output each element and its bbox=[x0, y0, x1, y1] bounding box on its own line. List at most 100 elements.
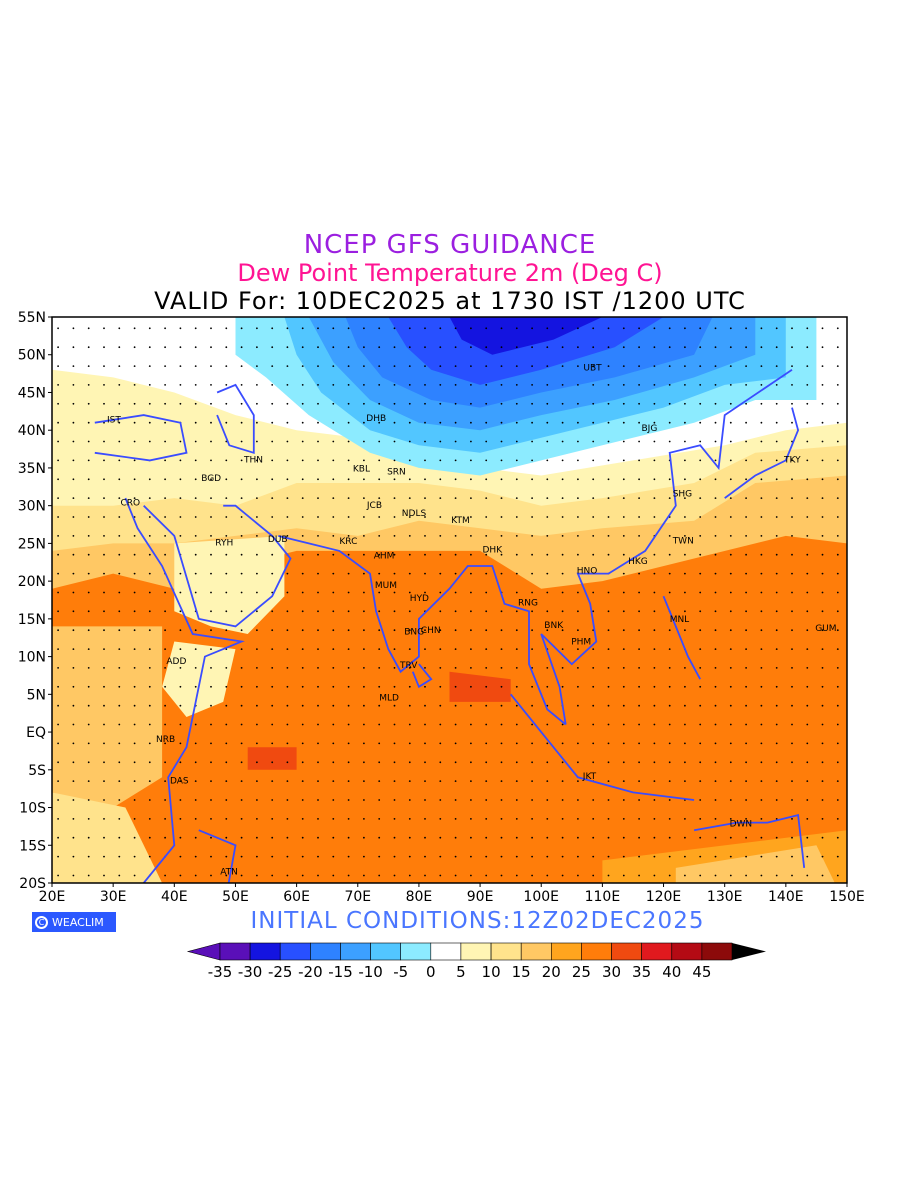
station-phm: PHM bbox=[571, 638, 591, 648]
station-ist: IST bbox=[107, 416, 121, 426]
station-hno: HNO bbox=[577, 567, 598, 577]
colorbar-swatch bbox=[550, 942, 582, 961]
station-hyd: HYD bbox=[410, 594, 429, 604]
copyright-icon: C bbox=[35, 915, 48, 929]
coast-south-asia bbox=[278, 535, 567, 726]
valid-time: VALID For: 10DEC2025 at 1730 IST /1200 U… bbox=[154, 287, 746, 315]
plot-frame bbox=[51, 316, 848, 884]
colorbar-swatch bbox=[460, 942, 492, 961]
station-krc: KRC bbox=[339, 537, 357, 547]
field-zone-m25 bbox=[388, 317, 664, 385]
station-jkt: JKT bbox=[582, 772, 597, 782]
colorbar-swatch bbox=[430, 942, 462, 961]
colorbar-swatch bbox=[581, 942, 612, 961]
colorbar-swatch bbox=[249, 942, 281, 961]
coastlines bbox=[94, 369, 806, 883]
lat-tick-label: 30N bbox=[18, 499, 46, 515]
station-bng: BNG bbox=[404, 628, 424, 638]
station-chn: CHN bbox=[421, 626, 441, 636]
lon-tick-label: 140E bbox=[768, 889, 804, 905]
lat-tick-label: 55N bbox=[18, 310, 46, 326]
colorbar-swatch bbox=[701, 942, 733, 961]
station-bgd: BGD bbox=[201, 474, 221, 484]
station-gum: GUM bbox=[815, 624, 836, 634]
colorbar-swatch bbox=[370, 942, 402, 961]
colorbar-swatch bbox=[279, 942, 311, 961]
station-nrb: NRB bbox=[156, 735, 175, 745]
colorbar-label: 45 bbox=[692, 963, 711, 981]
colorbar-label: -20 bbox=[298, 963, 323, 981]
lon-tick-label: 50E bbox=[222, 889, 249, 905]
station-dub: DUB bbox=[268, 535, 288, 545]
lat-tick-label: 10N bbox=[18, 650, 46, 666]
weaclim-logo: C WEACLIM bbox=[32, 912, 116, 932]
colorbar-label: 0 bbox=[426, 963, 436, 981]
station-dwn: DWN bbox=[730, 819, 753, 829]
lon-tick-label: 150E bbox=[829, 889, 865, 905]
lat-tick-label: 50N bbox=[18, 348, 46, 364]
station-add: ADD bbox=[166, 657, 186, 667]
lat-tick-label: 5N bbox=[27, 687, 46, 703]
colorbar-label: 20 bbox=[542, 963, 561, 981]
colorbar-max-arrow bbox=[732, 943, 766, 960]
colorbar-swatch bbox=[671, 942, 703, 961]
lon-tick-label: 100E bbox=[523, 889, 559, 905]
lon-tick-label: 120E bbox=[646, 889, 682, 905]
station-mnl: MNL bbox=[670, 615, 690, 625]
station-bnk: BNK bbox=[544, 621, 564, 631]
coast-east-africa bbox=[124, 497, 245, 883]
colorbar-swatch bbox=[490, 942, 522, 961]
lat-tick-label: 10S bbox=[19, 801, 46, 817]
colorbar-swatch bbox=[400, 942, 432, 961]
colorbar-label: 5 bbox=[456, 963, 466, 981]
lat-tick-label: 45N bbox=[18, 386, 46, 402]
colorbar-label: -30 bbox=[238, 963, 263, 981]
coast-turkey bbox=[94, 414, 188, 462]
axes: 55N 50N 45N 40N 35N 30N 25N 20N 15N 10N 5N EQ 5S 10S 1… bbox=[18, 310, 865, 905]
map-subtitle: Dew Point Temperature 2m (Deg C) bbox=[237, 259, 663, 287]
colorbar-label: 35 bbox=[632, 963, 651, 981]
station-mld: MLD bbox=[379, 693, 399, 703]
station-bjg: BJG bbox=[642, 424, 658, 434]
lon-tick-label: 60E bbox=[283, 889, 310, 905]
lat-tick-label: 35N bbox=[18, 461, 46, 477]
field-hot-2 bbox=[247, 747, 297, 770]
station-twn: TWN bbox=[672, 536, 694, 546]
station-cro: CRO bbox=[121, 499, 141, 509]
coast-australia bbox=[693, 813, 806, 869]
station-ubt: UBT bbox=[583, 364, 602, 374]
initial-conditions: INITIAL CONDITIONS:12Z02DEC2025 bbox=[250, 908, 705, 934]
station-kbl: KBL bbox=[353, 465, 370, 475]
lat-tick-label: 15S bbox=[19, 838, 46, 854]
colorbar-label: 25 bbox=[572, 963, 591, 981]
station-dhb: DHB bbox=[366, 414, 386, 424]
coast-madagascar bbox=[198, 829, 237, 883]
lon-tick-label: 80E bbox=[406, 889, 433, 905]
coast-indonesia bbox=[509, 693, 695, 801]
lon-tick-label: 70E bbox=[344, 889, 371, 905]
station-shg: SHG bbox=[673, 490, 692, 500]
station-dhk: DHK bbox=[483, 546, 504, 556]
lat-tick-label: 5S bbox=[28, 763, 46, 779]
colorbar-label: 10 bbox=[482, 963, 501, 981]
station-das: DAS bbox=[170, 776, 189, 786]
colorbar-swatch bbox=[641, 942, 672, 961]
lon-tick-label: 20E bbox=[39, 889, 66, 905]
station-labels: NRB ADD DAS ATN RYH DUB BGD CRO IST THN KRC AHM MUM H… bbox=[107, 364, 837, 878]
station-thn: THN bbox=[243, 456, 263, 466]
map-title: NCEP GFS GUIDANCE bbox=[303, 230, 597, 260]
field-aus-dry bbox=[675, 845, 835, 883]
field-horn-dry bbox=[162, 641, 236, 717]
colorbar-label: 15 bbox=[512, 963, 531, 981]
colorbar-swatch bbox=[340, 942, 371, 961]
colorbar-swatch bbox=[310, 942, 341, 961]
colorbar-swatch bbox=[611, 942, 642, 961]
coast-caspian bbox=[216, 383, 255, 455]
station-trv: TRV bbox=[399, 661, 418, 671]
station-atn: ATN bbox=[220, 868, 238, 878]
coast-arabia bbox=[143, 504, 292, 628]
station-mum: MUM bbox=[375, 581, 397, 591]
lat-tick-label: 20N bbox=[18, 574, 46, 590]
lon-tick-label: 40E bbox=[161, 889, 188, 905]
